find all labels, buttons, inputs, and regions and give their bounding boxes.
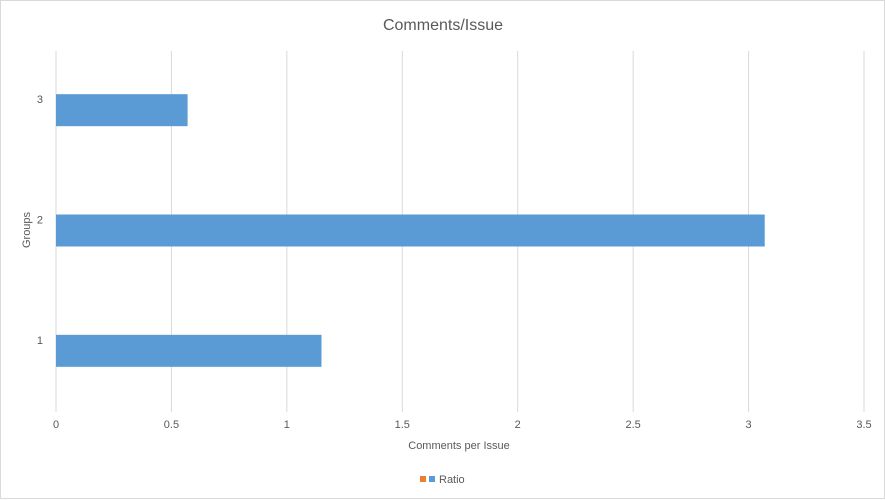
y-tick-label: 3 — [37, 94, 43, 106]
x-tick-label: 2 — [515, 419, 521, 431]
x-tick-label: 0 — [53, 419, 59, 431]
bar — [56, 334, 322, 367]
y-axis-ticks: 1 2 3 — [37, 94, 43, 347]
legend-swatch — [429, 476, 435, 482]
chart-title: Comments/Issue — [383, 17, 503, 34]
bar — [56, 94, 188, 127]
x-tick-label: 1 — [284, 419, 290, 431]
legend-swatch — [420, 476, 426, 482]
x-axis-label: Comments per Issue — [408, 440, 509, 452]
y-axis-label: Groups — [21, 211, 33, 248]
bars — [56, 94, 765, 367]
x-tick-label: 2.5 — [625, 419, 640, 431]
legend-label: Ratio — [439, 474, 465, 486]
y-tick-label: 2 — [37, 215, 43, 227]
x-tick-label: 1.5 — [395, 419, 410, 431]
x-tick-label: 0.5 — [164, 419, 179, 431]
bar — [56, 214, 765, 247]
y-tick-label: 1 — [37, 335, 43, 347]
x-axis-ticks: 0 0.5 1 1.5 2 2.5 3 3.5 — [53, 419, 872, 431]
x-tick-label: 3.5 — [856, 419, 871, 431]
legend: Ratio — [420, 474, 465, 486]
x-tick-label: 3 — [746, 419, 752, 431]
